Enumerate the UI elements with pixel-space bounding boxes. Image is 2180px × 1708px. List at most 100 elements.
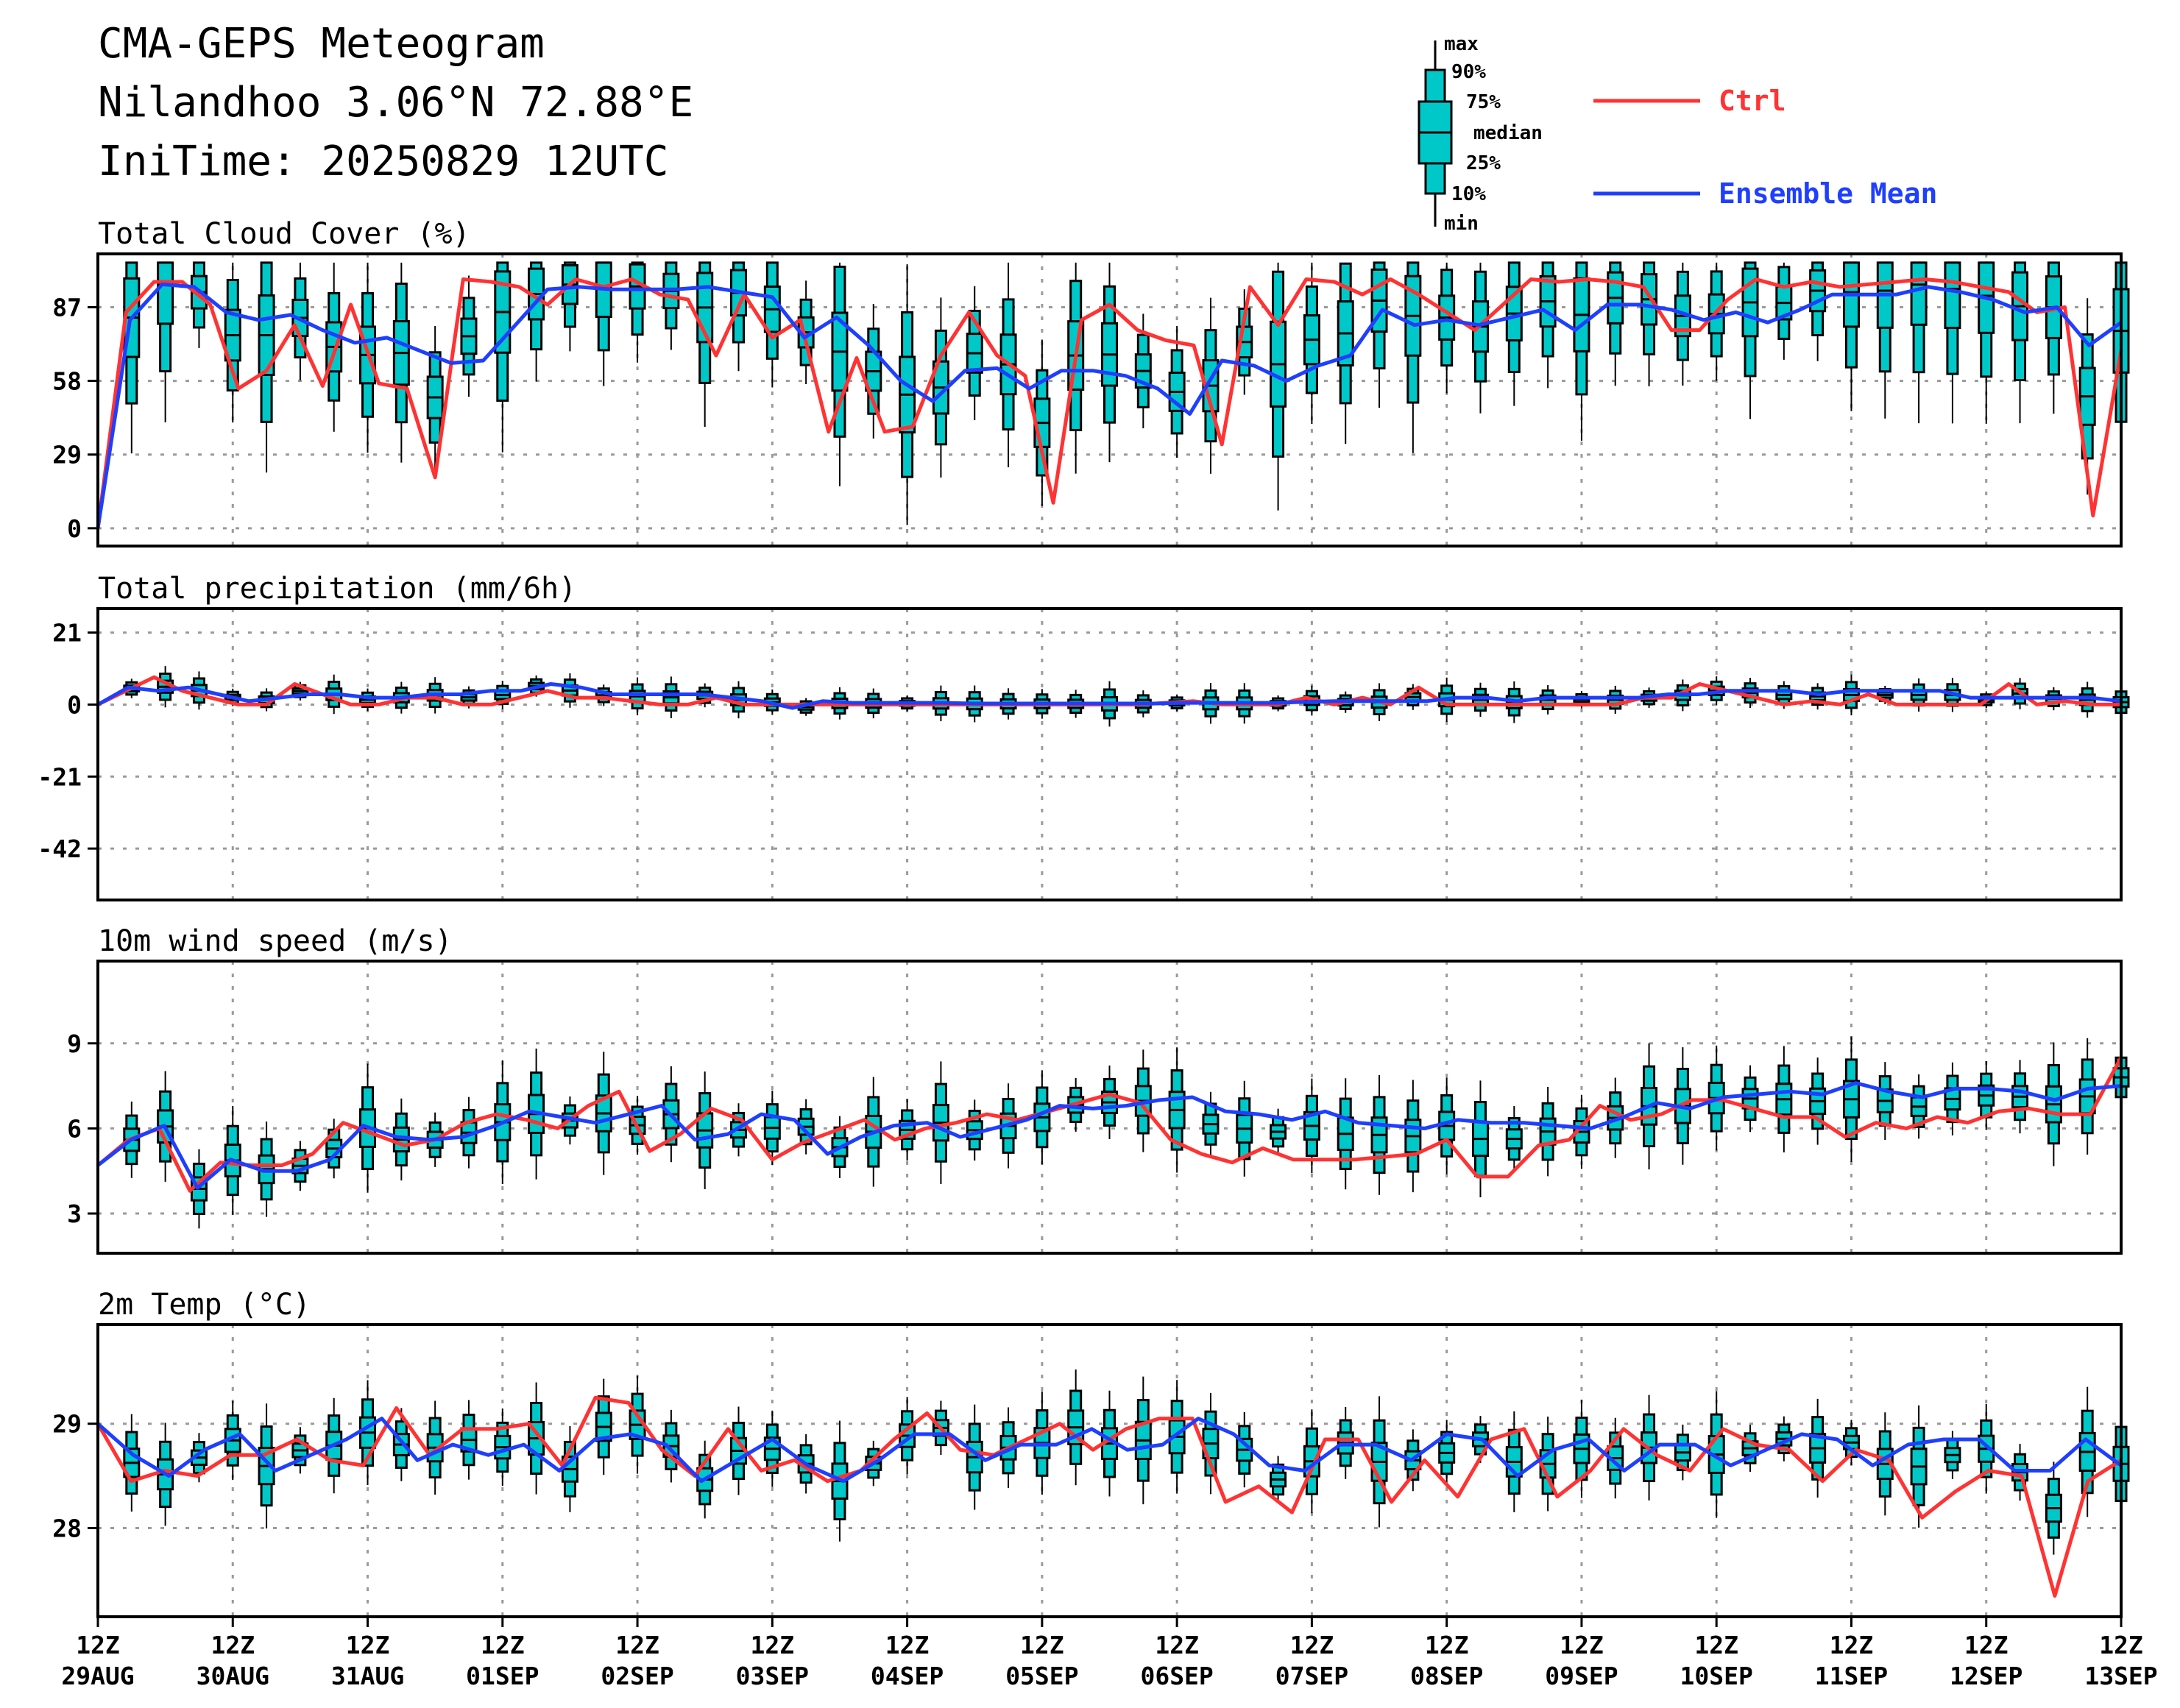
ensemble-box [1944,261,1961,424]
ensemble-box [1842,674,1860,716]
y-tick-label: 28 [52,1514,82,1542]
ensemble-box [696,1071,714,1190]
ensemble-box [1978,1060,1995,1130]
x-tick-date: 09SEP [1545,1662,1618,1690]
x-tick-hour: 12Z [2099,1631,2143,1659]
ensemble-box [1573,261,1590,441]
x-tick-date: 12SEP [1950,1662,2022,1690]
ensemble-box [359,1380,377,1485]
ensemble-box [1674,262,1691,386]
ensemble-box [1741,1065,1759,1133]
y-tick-label: 29 [52,441,82,469]
x-tick-date: 01SEP [466,1662,539,1690]
ensemble-box [1270,1108,1287,1155]
ensemble-box [1404,261,1422,453]
panel-frame [96,252,2123,548]
panel-0: 0 29 58 87 Total Cloud Cover (%) [52,217,2130,548]
ensemble-box [696,261,714,428]
ensemble-box [2078,298,2096,495]
panel-frame [96,1323,2123,1618]
ensemble-box [831,262,849,486]
x-tick-hour: 12Z [76,1631,120,1659]
panel-title: 10m wind speed (m/s) [98,924,453,958]
ensemble-box [528,1382,545,1495]
ensemble-box [291,1427,309,1474]
ensemble-box [1775,1046,1793,1153]
legend-max: max [1444,33,1479,55]
ensemble-box [1438,1420,1456,1486]
ensemble-box [1202,1091,1220,1157]
x-tick-hour: 12Z [210,1631,255,1659]
ensemble-box [1809,261,1827,361]
x-tick-date: 13SEP [2084,1662,2157,1690]
y-tick-label: 0 [67,514,82,543]
ensemble-box [123,1414,141,1512]
ensemble-box [1370,1074,1388,1195]
x-tick-date: 04SEP [871,1662,944,1690]
ensemble-box [190,261,208,348]
ensemble-box [899,264,916,525]
x-tick-date: 07SEP [1275,1662,1348,1690]
ensemble-box [2045,261,2062,414]
x-tick-hour: 12Z [615,1631,659,1659]
ensemble-box [662,676,680,718]
x-tick-date: 30AUG [197,1662,269,1690]
ensemble-box [1741,1424,1759,1473]
x-tick-hour: 12Z [751,1631,795,1659]
box-legend: max 90% 75% median 25% 10% min [1418,33,1543,235]
ensemble-box [1641,261,1658,386]
ensemble-box [1944,1062,1961,1135]
chart-title: CMA-GEPS Meteogram [98,20,545,68]
ensemble-mean-line [96,682,2122,710]
ensemble-box [359,688,377,712]
x-tick-date: 29AUG [61,1662,134,1690]
panel-title: Total precipitation (mm/6h) [98,572,576,606]
legend-p10: 10% [1451,183,1486,205]
ensemble-box [392,1098,410,1181]
ensemble-box [1270,262,1287,511]
ensemble-box [1707,262,1725,381]
ensemble-box [392,262,410,463]
box-p25-p75 [1944,261,1961,330]
ensemble-box [426,326,444,469]
x-tick-hour: 12Z [1155,1631,1199,1659]
ensemble-box [1809,1057,1827,1145]
panel-title: 2m Temp (°C) [98,1288,311,1322]
ensemble-box [1876,1062,1894,1140]
ensemble-box [325,262,343,432]
x-tick-hour: 12Z [1694,1631,1738,1659]
ensemble-box [662,261,680,350]
x-tick-date: 08SEP [1410,1662,1483,1690]
y-tick-label: 3 [67,1200,82,1228]
ensemble-box [1505,1106,1523,1172]
ensemble-box [1236,1080,1253,1177]
y-tick-label: 58 [52,367,82,396]
ensemble-box [1944,1431,1961,1480]
ensemble-mean-line [96,1417,2123,1484]
ensemble-box [224,262,241,423]
ensemble-box [1471,262,1489,414]
ensemble-box [528,261,545,382]
ensemble-box [494,1408,512,1486]
ensemble-box [426,1400,444,1495]
ensemble-box [1539,1086,1557,1177]
legend-mean-label: Ensemble Mean [1719,177,1937,210]
ensemble-box [1168,1047,1186,1173]
x-tick-hour: 12Z [1560,1631,1604,1659]
ensemble-box [1370,1396,1388,1528]
ensemble-box [2011,1060,2029,1134]
panel-frame [96,607,2123,901]
ensemble-box [1607,261,1624,386]
ensemble-box [1842,1036,1860,1162]
ensemble-box [1674,1424,1691,1481]
ensemble-box [1505,1411,1523,1512]
y-tick-label: 29 [52,1410,82,1439]
panel-frame [96,960,2123,1255]
x-tick-date: 03SEP [736,1662,809,1690]
x-tick-hour: 12Z [1290,1631,1334,1659]
panel-1: -42 -21 0 21 Total precipitation (mm/6h) [38,572,2130,901]
x-tick-date: 31AUG [331,1662,404,1690]
ensemble-box [1101,262,1118,463]
x-tick-date: 06SEP [1140,1662,1213,1690]
y-tick-label: 0 [67,690,82,719]
